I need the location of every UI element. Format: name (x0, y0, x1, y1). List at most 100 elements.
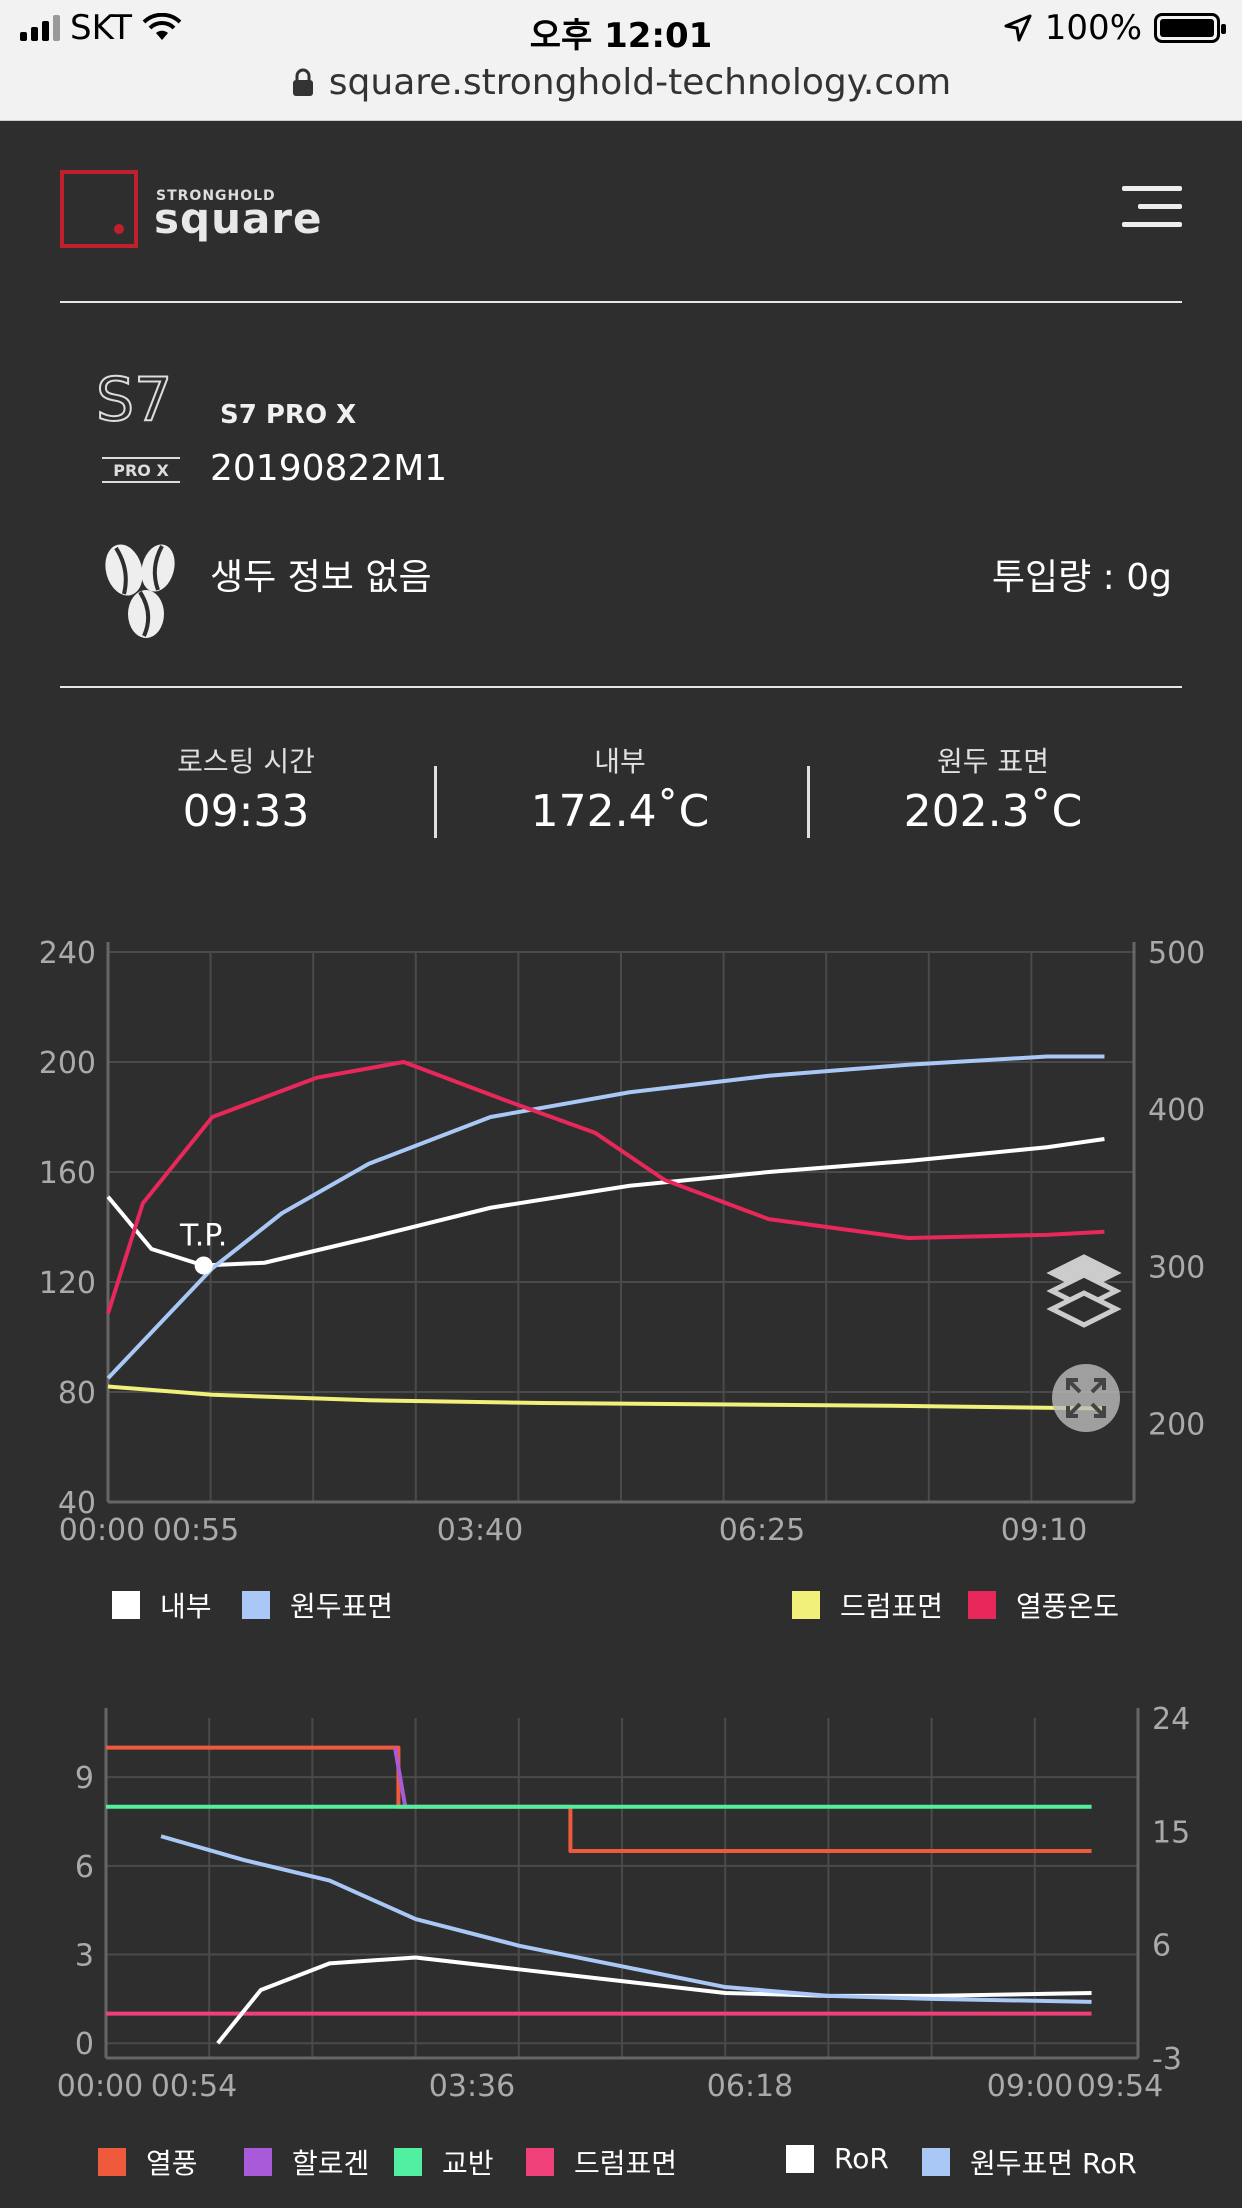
turning-point-marker (194, 1256, 213, 1275)
y-tick-label: 0 (75, 2027, 94, 2062)
y-tick-label: 40 (58, 1486, 96, 1521)
svg-text:S7: S7 (96, 365, 172, 435)
legend-label: 할로겐 (292, 2147, 370, 2180)
legend-item[interactable]: 원두표면 (242, 1585, 393, 1625)
legend-item[interactable]: 열풍 (98, 2142, 198, 2182)
legend-swatch (526, 2148, 554, 2176)
y2-tick-label: 500 (1148, 936, 1205, 971)
y-tick-label: 200 (39, 1046, 96, 1081)
bean-info-row: 생두 정보 없음 투입량 : 0g (60, 540, 1182, 650)
stat-inner-temp: 내부 172.4˚C (460, 740, 780, 837)
y-tick-label: 80 (58, 1376, 96, 1411)
temperature-chart[interactable]: 240 200 160 120 80 40 500 400 300 200 00:00 00:55 03… (0, 900, 1242, 1560)
battery-icon (1154, 13, 1226, 43)
x-tick-label: 09:54 (1077, 2069, 1163, 2104)
y-tick-label: 120 (39, 1266, 96, 1301)
stat-label: 내부 (594, 745, 646, 778)
y2-tick-label: 200 (1148, 1407, 1205, 1442)
legend-swatch (394, 2148, 422, 2176)
legend-item[interactable]: 할로겐 (244, 2142, 369, 2182)
legend-swatch (792, 1591, 820, 1619)
legend-swatch (786, 2144, 814, 2173)
stat-bean-surface: 원두 표면 202.3˚C (833, 740, 1153, 837)
divider (60, 301, 1182, 303)
carrier: SKT (20, 8, 182, 48)
stat-divider (434, 766, 437, 838)
legend-item[interactable]: RoR (786, 2142, 889, 2175)
x-tick-label: 00:54 (151, 2069, 237, 2104)
coffee-bean-icon (105, 544, 175, 638)
turning-point-label: T.P. (179, 1219, 227, 1254)
y2-tick-label: 300 (1148, 1250, 1205, 1285)
stat-value: 09:33 (182, 786, 310, 837)
series-line (106, 1060, 1105, 1315)
legend-label: 드럼표면 (574, 2147, 678, 2180)
y2-tick-label: 15 (1152, 1815, 1190, 1850)
legend-label: 원두표면 (290, 1590, 394, 1623)
y2-tick-label: 400 (1148, 1093, 1205, 1128)
legend-item[interactable]: 내부 (112, 1585, 212, 1625)
x-tick-label: 09:10 (1001, 1513, 1087, 1548)
x-tick-label: 09:00 (987, 2069, 1073, 2104)
series-line (160, 1834, 1092, 2004)
ror-chart[interactable]: 9 6 3 0 24 15 6 -3 00:00 00:54 03:36 06:18 09:00 09:5… (0, 1700, 1242, 2120)
hamburger-menu-icon[interactable] (1122, 182, 1182, 232)
y-tick-label: 160 (39, 1156, 96, 1191)
status-bar: SKT 오후 12:01 100% (0, 0, 1242, 62)
x-tick-label: 00:55 (153, 1513, 239, 1548)
layers-icon[interactable] (1046, 1254, 1122, 1328)
legend-item[interactable]: 드럼표면 (526, 2142, 677, 2182)
stat-label: 원두 표면 (937, 745, 1049, 778)
legend-swatch (112, 1591, 140, 1619)
x-tick-label: 00:00 (57, 2069, 143, 2104)
legend-swatch (968, 1591, 996, 1619)
x-tick-label: 06:18 (707, 2069, 793, 2104)
s7-logo-icon: S7 PRO X (96, 364, 180, 483)
clock: 오후 12:01 (529, 16, 713, 56)
legend-item[interactable]: 드럼표면 (792, 1585, 943, 1625)
x-tick-label: 06:25 (719, 1513, 805, 1548)
stat-label: 로스팅 시간 (177, 745, 315, 778)
legend-label: 드럼표면 (840, 1590, 944, 1623)
x-tick-label: 03:40 (437, 1513, 523, 1548)
battery-percent: 100% (1044, 8, 1142, 48)
legend-item[interactable]: 교반 (394, 2142, 494, 2182)
device-model: S7 PRO X (220, 400, 357, 430)
series-line (106, 1137, 1105, 1268)
y-tick-label: 6 (75, 1850, 94, 1885)
legend-swatch (98, 2148, 126, 2176)
series-line (392, 1747, 408, 1808)
legend-label: 교반 (442, 2147, 494, 2180)
signal-icon (20, 15, 60, 41)
address-bar[interactable]: square.stronghold-technology.com (0, 62, 1242, 121)
stat-divider (807, 766, 810, 838)
legend-label: RoR (834, 2142, 889, 2175)
carrier-name: SKT (70, 8, 133, 48)
input-amount: 투입량 : 0g (991, 557, 1172, 598)
roast-stats: 로스팅 시간 09:33 내부 172.4˚C 원두 표면 202.3˚C (0, 740, 1242, 850)
y2-tick-label: 24 (1152, 1702, 1190, 1737)
legend-swatch (242, 1591, 270, 1619)
legend-label: 원두표면 RoR (970, 2147, 1137, 2180)
legend-item[interactable]: 열풍온도 (968, 1585, 1119, 1625)
series-line (106, 1745, 1092, 1854)
logo-small-text: STRONGHOLD (156, 188, 276, 204)
app-header: STRONGHOLD square (60, 170, 1182, 256)
legend-swatch (922, 2148, 950, 2176)
legend-label: 열풍온도 (1016, 1590, 1120, 1623)
legend-item[interactable]: 원두표면 RoR (922, 2142, 1137, 2182)
location-arrow-icon (1004, 14, 1032, 42)
series-line (107, 1384, 1105, 1411)
logo-mark (60, 170, 138, 248)
divider (60, 686, 1182, 688)
legend-label: 열풍 (146, 2147, 198, 2180)
logo-text: square (154, 194, 323, 243)
device-serial: 20190822M1 (210, 448, 448, 489)
url-text[interactable]: square.stronghold-technology.com (328, 62, 952, 103)
y2-tick-label: -3 (1152, 2042, 1182, 2077)
lock-icon (292, 68, 313, 96)
stat-value: 172.4˚C (530, 786, 710, 837)
stat-roast-time: 로스팅 시간 09:33 (86, 740, 406, 837)
bean-info-text: 생두 정보 없음 (210, 557, 432, 598)
fullscreen-icon[interactable] (1052, 1364, 1120, 1432)
